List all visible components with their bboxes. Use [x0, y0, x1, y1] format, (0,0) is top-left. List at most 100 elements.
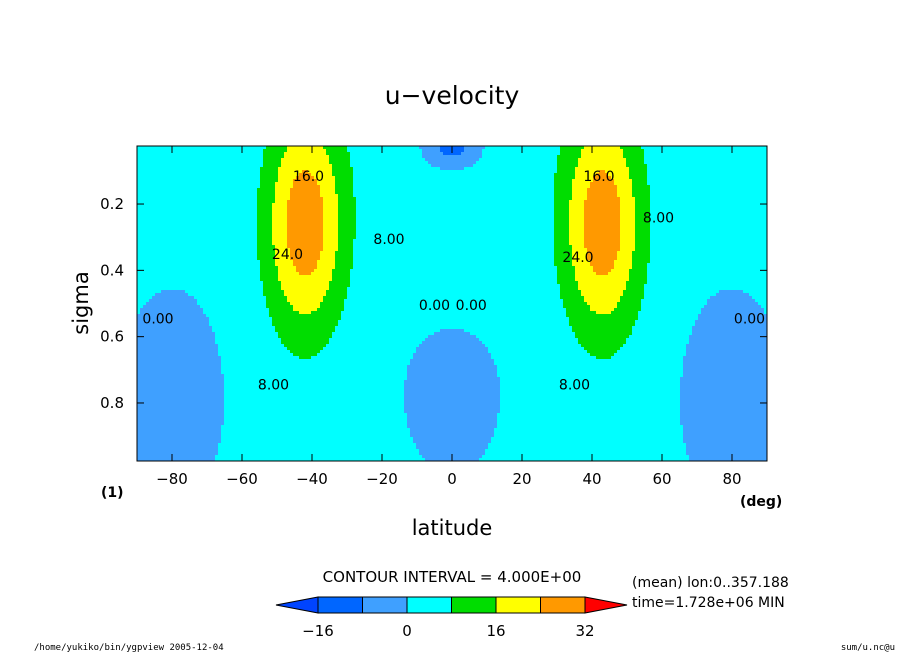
contour-cell	[719, 155, 723, 159]
contour-cell	[686, 200, 690, 204]
contour-cell	[281, 194, 285, 198]
contour-cell	[599, 158, 603, 162]
contour-cell	[200, 179, 204, 183]
contour-cell	[521, 203, 525, 207]
contour-cell	[287, 152, 291, 156]
contour-cell	[326, 179, 330, 183]
contour-cell	[269, 185, 273, 189]
contour-cell	[407, 170, 411, 174]
contour-cell	[500, 191, 504, 195]
contour-cell	[653, 158, 657, 162]
contour-cell	[350, 206, 354, 210]
contour-cell	[317, 197, 321, 201]
contour-cell	[707, 164, 711, 168]
contour-cell	[224, 182, 228, 186]
contour-cell	[413, 164, 417, 168]
contour-cell	[395, 170, 399, 174]
contour-cell	[641, 191, 645, 195]
contour-cell	[518, 191, 522, 195]
contour-cell	[629, 146, 633, 150]
contour-cell	[431, 191, 435, 195]
contour-cell	[437, 167, 441, 171]
contour-cell	[314, 209, 318, 213]
contour-cell	[164, 170, 168, 174]
contour-cell	[623, 146, 627, 150]
contour-cell	[137, 203, 141, 207]
contour-cell	[167, 215, 171, 219]
contour-cell	[677, 191, 681, 195]
contour-cell	[548, 152, 552, 156]
contour-cell	[152, 215, 156, 219]
contour-cell	[236, 206, 240, 210]
contour-cell	[407, 158, 411, 162]
contour-cell	[503, 203, 507, 207]
contour-cell	[710, 188, 714, 192]
contour-cell	[230, 173, 234, 177]
contour-cell	[527, 200, 531, 204]
contour-cell	[458, 170, 462, 174]
contour-cell	[275, 197, 279, 201]
contour-cell	[716, 161, 720, 165]
contour-cell	[488, 176, 492, 180]
contour-cell	[368, 173, 372, 177]
contour-cell	[755, 164, 759, 168]
contour-cell	[182, 185, 186, 189]
contour-cell	[626, 176, 630, 180]
contour-cell	[341, 182, 345, 186]
contour-cell	[641, 155, 645, 159]
contour-cell	[380, 209, 384, 213]
contour-cell	[701, 212, 705, 216]
contour-cell	[431, 212, 435, 216]
contour-cell	[332, 206, 336, 210]
contour-cell	[221, 170, 225, 174]
contour-cell	[749, 179, 753, 183]
contour-cell	[179, 185, 183, 189]
contour-cell	[419, 182, 423, 186]
contour-cell	[281, 161, 285, 165]
contour-cell	[203, 158, 207, 162]
contour-cell	[527, 203, 531, 207]
contour-cell	[659, 179, 663, 183]
contour-cell	[716, 182, 720, 186]
contour-cell	[347, 173, 351, 177]
contour-cell	[164, 206, 168, 210]
contour-cell	[464, 164, 468, 168]
contour-cell	[446, 182, 450, 186]
contour-cell	[377, 152, 381, 156]
contour-cell	[620, 185, 624, 189]
contour-cell	[434, 152, 438, 156]
contour-cell	[158, 215, 162, 219]
contour-cell	[206, 188, 210, 192]
contour-cell	[746, 209, 750, 213]
contour-cell	[428, 185, 432, 189]
contour-cell	[395, 182, 399, 186]
contour-cell	[653, 179, 657, 183]
contour-cell	[710, 167, 714, 171]
contour-cell	[206, 197, 210, 201]
contour-cell	[482, 191, 486, 195]
contour-cell	[191, 182, 195, 186]
contour-cell	[179, 197, 183, 201]
contour-cell	[518, 152, 522, 156]
contour-cell	[398, 194, 402, 198]
contour-cell	[458, 206, 462, 210]
contour-cell	[176, 167, 180, 171]
contour-cell	[758, 149, 762, 153]
contour-cell	[368, 155, 372, 159]
contour-cell	[728, 167, 732, 171]
contour-cell	[287, 191, 291, 195]
contour-cell	[320, 176, 324, 180]
contour-cell	[581, 176, 585, 180]
contour-cell	[488, 173, 492, 177]
contour-cell	[425, 191, 429, 195]
contour-cell	[545, 212, 549, 216]
contour-cell	[533, 194, 537, 198]
contour-cell	[671, 179, 675, 183]
contour-cell	[623, 206, 627, 210]
contour-cell	[362, 194, 366, 198]
contour-cell	[515, 149, 519, 153]
contour-cell	[488, 149, 492, 153]
contour-cell	[362, 179, 366, 183]
contour-cell	[494, 158, 498, 162]
contour-cell	[446, 197, 450, 201]
